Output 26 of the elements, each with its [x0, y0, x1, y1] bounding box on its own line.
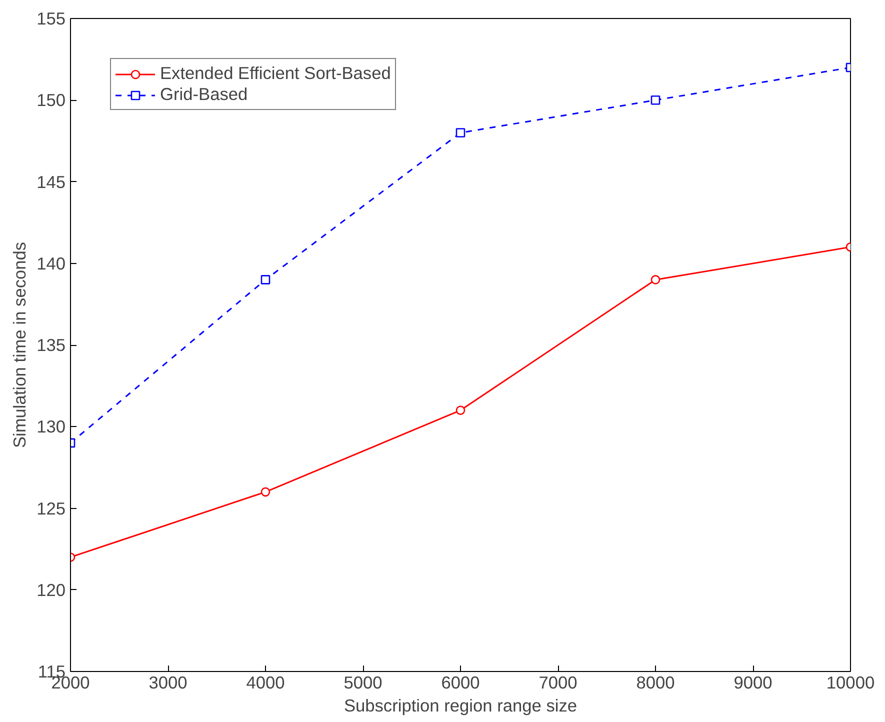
point	[456, 406, 466, 415]
y-tick-label: 135	[36, 335, 66, 355]
y-tick-label: 130	[36, 416, 66, 437]
point	[456, 128, 466, 138]
point	[260, 275, 270, 284]
x-tick-label: 7000	[538, 672, 578, 692]
point	[650, 275, 660, 284]
legend-label: Grid-Based	[160, 84, 248, 105]
x-tick-label: 9000	[734, 672, 772, 692]
y-tick-label: 125	[36, 498, 66, 518]
x-axis-title: Subscription region range size	[344, 696, 578, 716]
x-tick-label: 3000	[148, 672, 188, 692]
legend-label: Extended Efficient Sort-Based	[160, 63, 391, 84]
point	[650, 95, 660, 105]
y-tick-label: 150	[36, 90, 66, 110]
y-tick-label: 120	[36, 580, 66, 600]
y-tick-label: 155	[36, 8, 66, 28]
x-tick-label: 8000	[636, 672, 675, 692]
x-tick-label: 5000	[344, 672, 382, 692]
x-tick-label: 6000	[441, 672, 480, 692]
point	[260, 487, 270, 497]
y-axis-title: Simulation time in seconds	[10, 242, 30, 448]
y-tick-label: 145	[36, 172, 66, 192]
x-tick-label: 10000	[826, 672, 875, 692]
y-tick-label: 140	[36, 253, 66, 274]
x-tick-label: 4000	[246, 672, 285, 692]
